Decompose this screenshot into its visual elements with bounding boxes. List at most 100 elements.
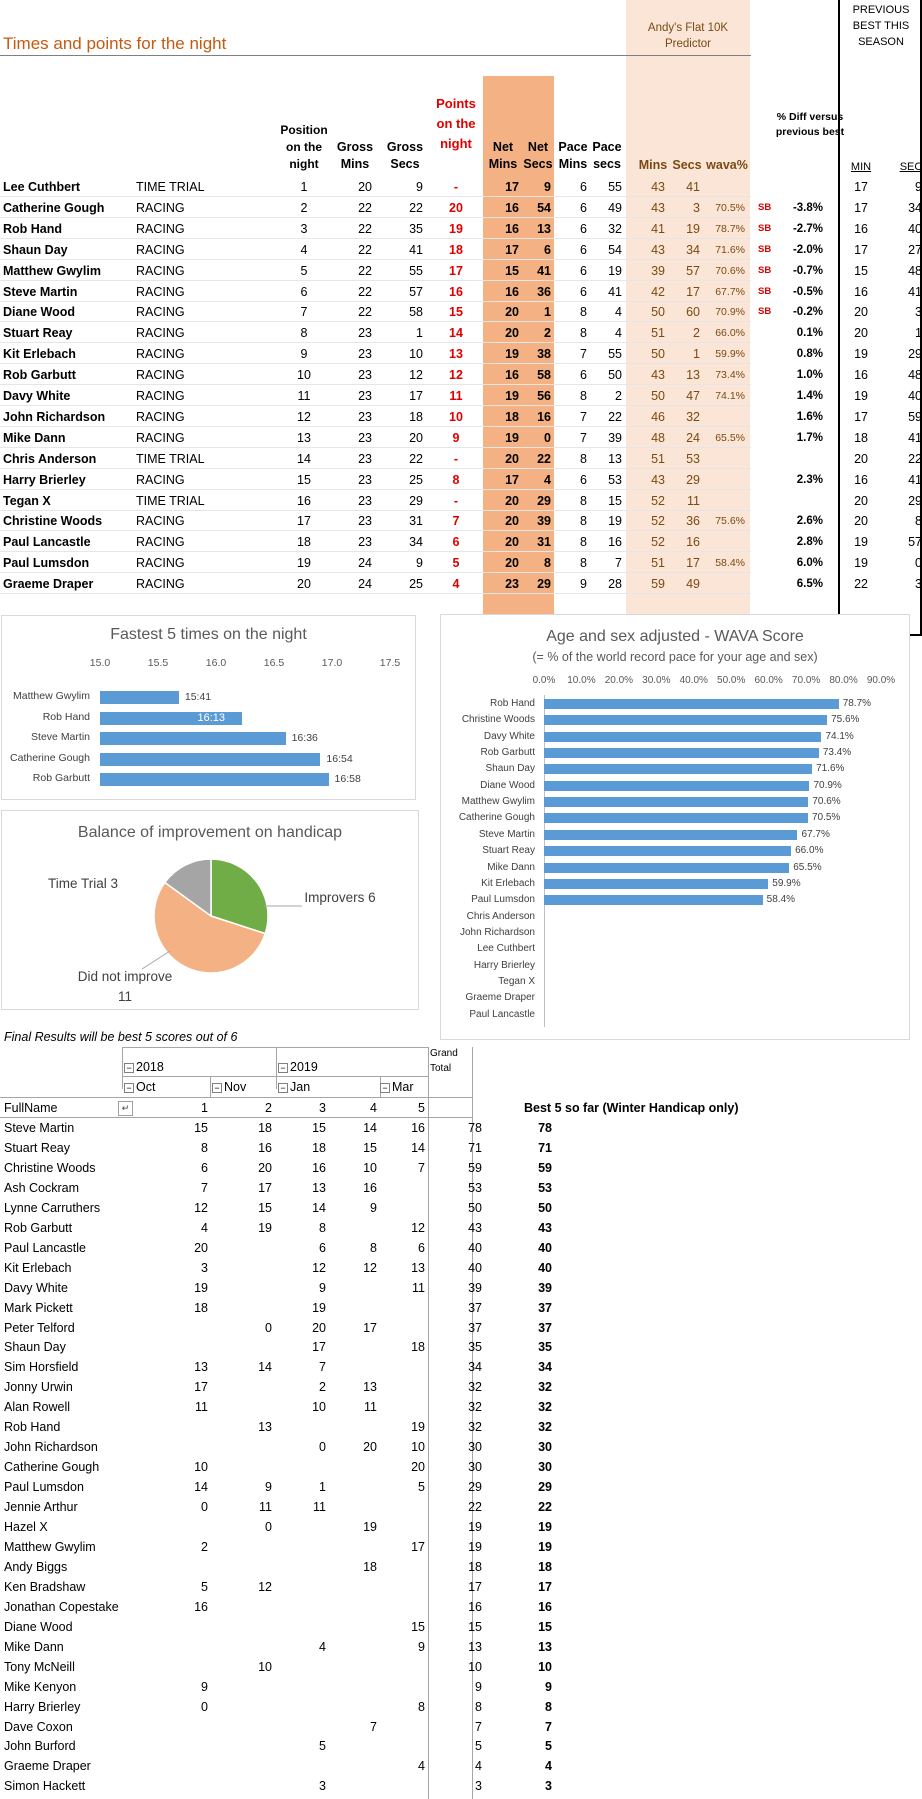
pivot-score: 2 (201, 1539, 208, 1554)
year-2019[interactable]: −2019 (278, 1060, 318, 1074)
data-label: 70.6% (812, 796, 841, 808)
pivot-grand-total: 40 (468, 1240, 482, 1255)
net-secs: 29 (537, 577, 551, 592)
best5-score: 37 (538, 1320, 552, 1335)
collapse-icon[interactable]: − (278, 1063, 288, 1073)
pace-secs: 19 (608, 263, 622, 278)
entry-type: RACING (136, 389, 185, 403)
prev-min: 16 (854, 472, 868, 487)
month-header[interactable]: − Jan (278, 1080, 310, 1094)
runner-name: Rob Hand (3, 221, 63, 236)
wava: 66.0% (715, 327, 745, 340)
data-label: 73.4% (822, 747, 852, 759)
x-tick-label: 60.0% (754, 675, 783, 686)
pivot-score: 18 (363, 1559, 377, 1574)
collapse-icon[interactable]: − (124, 1083, 134, 1093)
month-header[interactable]: − Mar (380, 1080, 414, 1094)
pivot-score: 19 (411, 1420, 425, 1435)
pace-mins: 6 (580, 368, 587, 383)
gross-mins: 23 (358, 472, 372, 487)
bar (544, 748, 819, 759)
pivot-score: 7 (319, 1360, 326, 1375)
pivot-grand-total: 32 (468, 1380, 482, 1395)
pace-secs: 32 (608, 221, 622, 236)
pivot-grand-total: 7 (475, 1719, 482, 1734)
points: 14 (449, 326, 463, 341)
pred-mins: 41 (651, 221, 665, 236)
category-label: Catherine Gough (458, 812, 535, 824)
pivot-score: 19 (258, 1220, 272, 1235)
row-divider (0, 216, 751, 218)
net-mins: 17 (505, 242, 519, 257)
category-label: Steve Martin (31, 731, 90, 743)
position: 16 (297, 493, 311, 508)
pace-secs: 19 (608, 514, 622, 529)
best5-score: 32 (538, 1380, 552, 1395)
pivot-runner-name: Stuart Reay (4, 1140, 71, 1155)
pivot-score: 18 (411, 1340, 425, 1355)
month-label: Mar (392, 1080, 414, 1094)
pivot-grand-total: 78 (468, 1121, 482, 1135)
pie-slice (210, 858, 269, 935)
entry-type: RACING (136, 577, 185, 592)
prev-sec: 34 (908, 200, 922, 215)
pace-mins: 8 (580, 451, 587, 466)
month-header[interactable]: − Nov (212, 1080, 246, 1094)
pivot-grand-total: 39 (468, 1280, 482, 1295)
pivot-grand-total: 19 (468, 1539, 482, 1554)
points: 12 (449, 368, 463, 383)
collapse-icon[interactable]: − (380, 1083, 390, 1093)
category-label: Graeme Draper (465, 992, 535, 1004)
month-header[interactable]: − Oct (124, 1080, 155, 1094)
points: 11 (449, 389, 463, 403)
pivot-score: 19 (312, 1300, 326, 1315)
pie (141, 858, 302, 974)
runner-name: Chris Anderson (3, 451, 97, 466)
filter-dropdown-icon[interactable]: ↵ (118, 1101, 133, 1116)
wava: 67.7% (715, 285, 745, 298)
pred-secs: 17 (686, 284, 700, 299)
gross-secs: 17 (409, 389, 423, 403)
y-axis-line (544, 695, 545, 1027)
pace-secs: 7 (615, 556, 622, 571)
wava: 70.9% (715, 306, 745, 319)
pred-secs: 1 (693, 347, 700, 362)
pie-label-improvers: Improvers 6 (304, 890, 376, 905)
bar (100, 732, 286, 745)
runner-name: Paul Lancastle (3, 535, 91, 550)
prev-min: 17 (854, 180, 868, 194)
page-title: Times and points for the night (3, 34, 227, 53)
runner-name: Kit Erlebach (3, 347, 76, 362)
pivot-score: 7 (370, 1719, 377, 1734)
net-mins: 20 (505, 451, 519, 466)
x-tick-label: 30.0% (642, 675, 671, 686)
row-divider (0, 551, 751, 553)
year-2018[interactable]: −2018 (124, 1060, 164, 1074)
wava: 65.5% (715, 431, 745, 444)
collapse-icon[interactable]: − (124, 1063, 134, 1073)
collapse-icon[interactable]: − (278, 1083, 288, 1093)
prev-min: 17 (854, 409, 868, 424)
pct-diff: -2.7% (792, 222, 823, 235)
grid-line (0, 1117, 472, 1118)
prev-sec: 41 (908, 430, 922, 445)
pct-diff: 0.8% (796, 348, 823, 361)
x-tick-label: 80.0% (829, 675, 858, 686)
category-label: Kit Erlebach (481, 877, 535, 889)
gross-secs: 9 (416, 556, 423, 571)
data-label: 70.5% (811, 812, 841, 824)
pct-diff: 6.5% (796, 578, 823, 591)
pred-secs: 32 (686, 409, 700, 424)
entry-type: TIME TRIAL (136, 180, 205, 194)
pivot-score: 9 (370, 1200, 377, 1215)
pct-diff: 1.0% (796, 369, 823, 382)
entry-type: RACING (136, 556, 185, 571)
prev-sec: 29 (908, 347, 922, 362)
pct-diff: -0.2% (792, 306, 823, 319)
row-divider (0, 196, 751, 197)
row-divider (0, 384, 751, 386)
entry-type: RACING (136, 409, 185, 424)
collapse-icon[interactable]: − (212, 1083, 222, 1093)
entry-type: RACING (136, 263, 185, 278)
wava: 73.4% (715, 369, 745, 382)
